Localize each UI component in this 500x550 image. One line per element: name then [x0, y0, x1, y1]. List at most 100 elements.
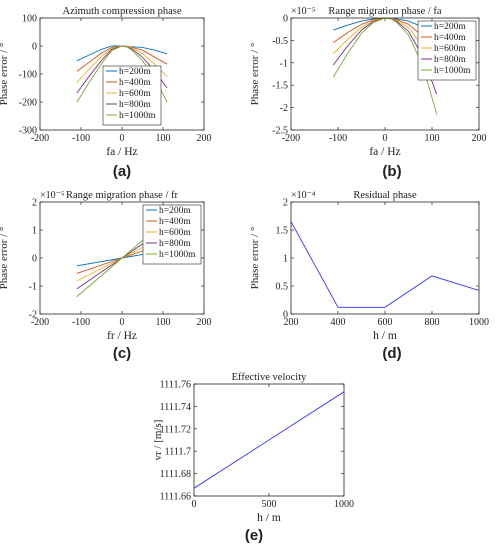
series-line-1 — [194, 391, 344, 489]
x-tick-label: 200 — [197, 317, 212, 328]
x-tick-label: 400 — [331, 317, 346, 328]
x-tick-label: 600 — [378, 317, 393, 328]
axes-box — [193, 383, 345, 497]
y-tick-label: -2 — [29, 310, 37, 321]
y-tick-label: 1 — [283, 254, 288, 265]
y-tick-label: -2 — [280, 103, 288, 114]
y-tick-label: -300 — [19, 126, 37, 137]
y-tick-label: 1111.76 — [160, 380, 191, 391]
y-tick-label: -0.5 — [272, 36, 288, 47]
x-tick-label: 200 — [284, 317, 299, 328]
panel-caption-e: (e) — [245, 527, 263, 544]
x-axis-label: fa / Hz — [106, 146, 137, 158]
x-tick-label: -200 — [282, 133, 300, 144]
y-axis-label: Phase error / ° — [249, 227, 261, 290]
axis-exponent: ×10⁻⁵ — [291, 6, 315, 17]
y-tick-label: -100 — [19, 70, 37, 81]
y-tick-label: 2 — [283, 198, 288, 209]
y-tick-label: 100 — [22, 14, 37, 25]
chart-title: Range migration phase / fa — [328, 6, 441, 17]
x-axis-label: fr / Hz — [107, 330, 137, 342]
chart-title: Range migration phase / fr — [66, 190, 178, 201]
x-tick-label: 100 — [156, 133, 171, 144]
series-line-5 — [332, 18, 438, 115]
x-tick-label: -200 — [31, 317, 49, 328]
legend-entry: h=400m — [159, 217, 191, 227]
y-axis-label: vr / [m/s] — [152, 420, 164, 461]
legend-entry: h=200m — [159, 206, 191, 216]
y-tick-label: -1 — [280, 58, 288, 69]
legend-entry: h=600m — [434, 44, 466, 54]
panel-caption-d: (d) — [382, 345, 401, 362]
legend-entry: h=400m — [119, 78, 151, 88]
x-tick-label: -200 — [31, 133, 49, 144]
x-tick-label: 800 — [425, 317, 440, 328]
y-tick-label: 1111.68 — [160, 469, 191, 480]
y-axis-label: Phase error / ° — [249, 43, 261, 106]
legend-entry: h=800m — [434, 55, 466, 65]
legend-entry: h=200m — [434, 22, 466, 32]
chart-title: Effective velocity — [232, 372, 307, 383]
legend-entry: h=200m — [119, 67, 151, 77]
y-tick-label: -200 — [19, 98, 37, 109]
legend-entry: h=800m — [119, 100, 151, 110]
chart-panel-b: -200 -100 0 100 200 -2.5 -2 -1.5 -1 -0.5 0 Range mi… — [249, 6, 487, 158]
y-tick-label: 1111.74 — [160, 402, 191, 413]
chart-panel-d: 200 400 600 800 1000 0 0.5 1 1.5 2 Residual phase ×… — [249, 190, 489, 342]
x-tick-label: -100 — [329, 133, 347, 144]
x-tick-label: 1000 — [469, 317, 489, 328]
axes-box — [39, 201, 205, 315]
series-line-1 — [291, 221, 479, 308]
y-tick-label: 1111.72 — [160, 424, 191, 435]
y-tick-label: 1111.7 — [165, 447, 191, 458]
x-tick-label: 0 — [120, 317, 125, 328]
series-line-1 — [333, 18, 437, 37]
y-axis-label: Phase error / ° — [0, 227, 10, 290]
x-tick-label: -100 — [72, 133, 90, 144]
axes-box — [290, 201, 480, 315]
y-tick-label: -1.5 — [272, 81, 288, 92]
legend-entry: h=600m — [159, 228, 191, 238]
legend-entry: h=600m — [119, 89, 151, 99]
panel-caption-b: (b) — [382, 163, 401, 180]
x-tick-label: 0 — [120, 133, 125, 144]
axis-exponent: ×10⁻⁴ — [291, 190, 316, 201]
y-tick-label: -1 — [29, 282, 37, 293]
legend-entry: h=400m — [434, 33, 466, 43]
x-tick-label: 0 — [192, 499, 197, 510]
chart-panel-e: 0 500 1000 1111.66 1111.68 1111.7 1111.72 1111.… — [152, 372, 354, 524]
y-tick-label: 0 — [283, 14, 288, 25]
y-axis-label: Phase error / ° — [0, 43, 10, 106]
y-tick-label: 2 — [32, 198, 37, 209]
x-tick-label: 500 — [262, 499, 277, 510]
x-axis-label: h / m — [257, 512, 281, 524]
y-tick-label: 0 — [32, 42, 37, 53]
x-axis-label: h / m — [373, 330, 397, 342]
y-tick-label: 0.5 — [276, 282, 289, 293]
legend-entry: h=1000m — [434, 66, 471, 76]
legend-entry: h=1000m — [159, 250, 196, 260]
legend-entry: h=800m — [159, 239, 191, 249]
plot-area — [291, 202, 479, 314]
y-tick-label: 0 — [32, 254, 37, 265]
y-tick-label: 0 — [283, 310, 288, 321]
y-tick-label: 1.5 — [276, 226, 289, 237]
x-tick-label: 100 — [425, 133, 440, 144]
axes-box — [290, 17, 480, 131]
chart-panel-c: -200 -100 0 100 200 -2 -1 0 1 2 Range migration ph… — [0, 190, 212, 342]
x-tick-label: 200 — [197, 133, 212, 144]
x-tick-label: 100 — [156, 317, 171, 328]
axis-exponent: ×10⁻⁵ — [40, 190, 64, 201]
y-tick-label: -2.5 — [272, 126, 288, 137]
x-tick-label: -100 — [72, 317, 90, 328]
x-tick-label: 0 — [383, 133, 388, 144]
y-tick-label: 1 — [32, 226, 37, 237]
chart-title: Azimuth compression phase — [63, 6, 182, 17]
y-tick-label: 1111.66 — [160, 492, 191, 503]
x-tick-label: 200 — [472, 133, 487, 144]
